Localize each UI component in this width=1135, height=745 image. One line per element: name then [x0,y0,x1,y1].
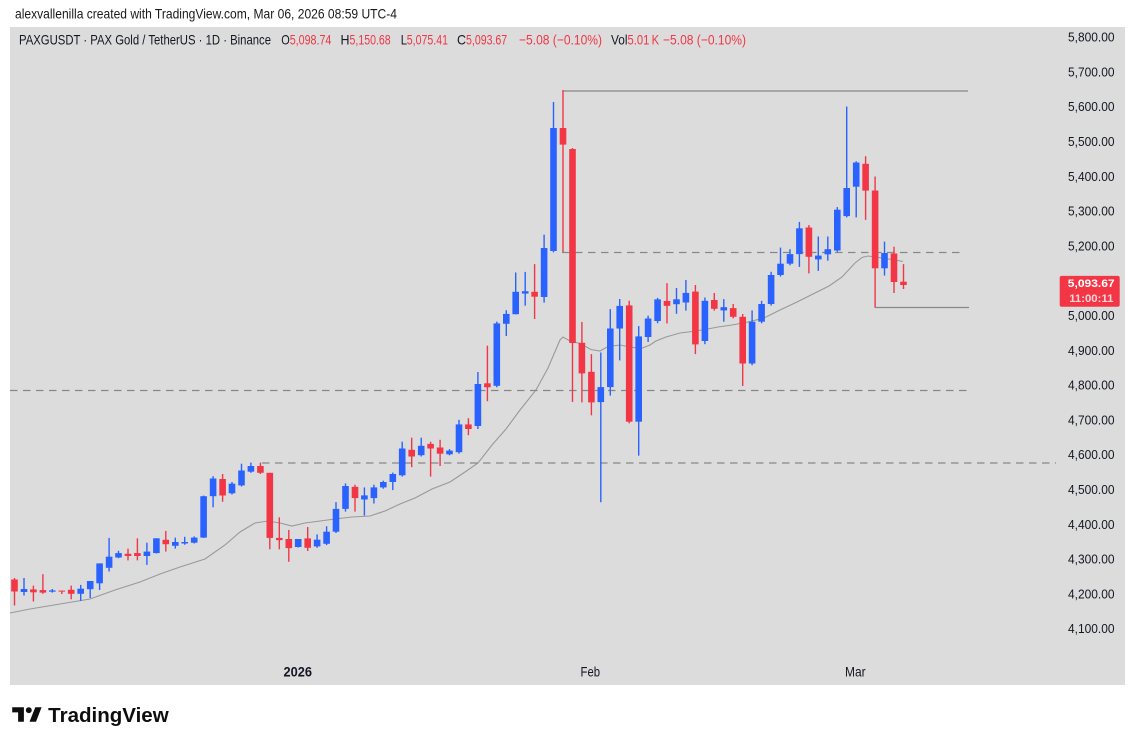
svg-text:11:00:11: 11:00:11 [1069,293,1114,305]
svg-text:4,500.00: 4,500.00 [1068,483,1115,497]
svg-text:5,093.67: 5,093.67 [1068,278,1115,290]
svg-text:−5.08 (−0.10%): −5.08 (−0.10%) [519,32,602,48]
svg-text:5,700.00: 5,700.00 [1068,65,1115,79]
svg-text:4,900.00: 4,900.00 [1068,344,1115,358]
svg-text:4,200.00: 4,200.00 [1068,587,1115,601]
svg-text:5,000.00: 5,000.00 [1068,309,1115,323]
svg-text:Vol: Vol [611,32,628,48]
svg-text:4,400.00: 4,400.00 [1068,518,1115,532]
svg-text:5,600.00: 5,600.00 [1068,100,1115,114]
svg-text:Mar: Mar [845,665,866,680]
svg-text:2026: 2026 [284,665,313,680]
svg-text:PAXGUSDT · PAX Gold / TetherUS: PAXGUSDT · PAX Gold / TetherUS · 1D · Bi… [19,32,271,48]
svg-text:5,200.00: 5,200.00 [1068,239,1115,253]
svg-text:alexvallenilla created with Tr: alexvallenilla created with TradingView.… [15,6,397,22]
svg-text:4,800.00: 4,800.00 [1068,379,1115,393]
svg-text:4,600.00: 4,600.00 [1068,448,1115,462]
svg-text:4,700.00: 4,700.00 [1068,413,1115,427]
svg-text:5.01 K: 5.01 K [628,32,660,48]
svg-text:−5.08 (−0.10%): −5.08 (−0.10%) [663,32,746,48]
svg-text:H: H [341,32,350,48]
svg-text:5,075.41: 5,075.41 [407,32,448,48]
svg-text:Feb: Feb [581,665,601,680]
svg-text:TradingView: TradingView [48,705,169,727]
svg-text:5,300.00: 5,300.00 [1068,205,1115,219]
svg-text:5,800.00: 5,800.00 [1068,31,1115,45]
svg-text:5,400.00: 5,400.00 [1068,170,1115,184]
svg-text:L: L [401,32,407,48]
svg-text:4,100.00: 4,100.00 [1068,622,1115,636]
svg-text:5,098.74: 5,098.74 [290,32,332,48]
svg-text:5,150.68: 5,150.68 [350,32,391,48]
svg-text:O: O [281,32,290,48]
svg-text:5,093.67: 5,093.67 [466,32,507,48]
svg-text:C: C [457,32,466,48]
svg-text:4,300.00: 4,300.00 [1068,553,1115,567]
svg-text:5,500.00: 5,500.00 [1068,135,1115,149]
